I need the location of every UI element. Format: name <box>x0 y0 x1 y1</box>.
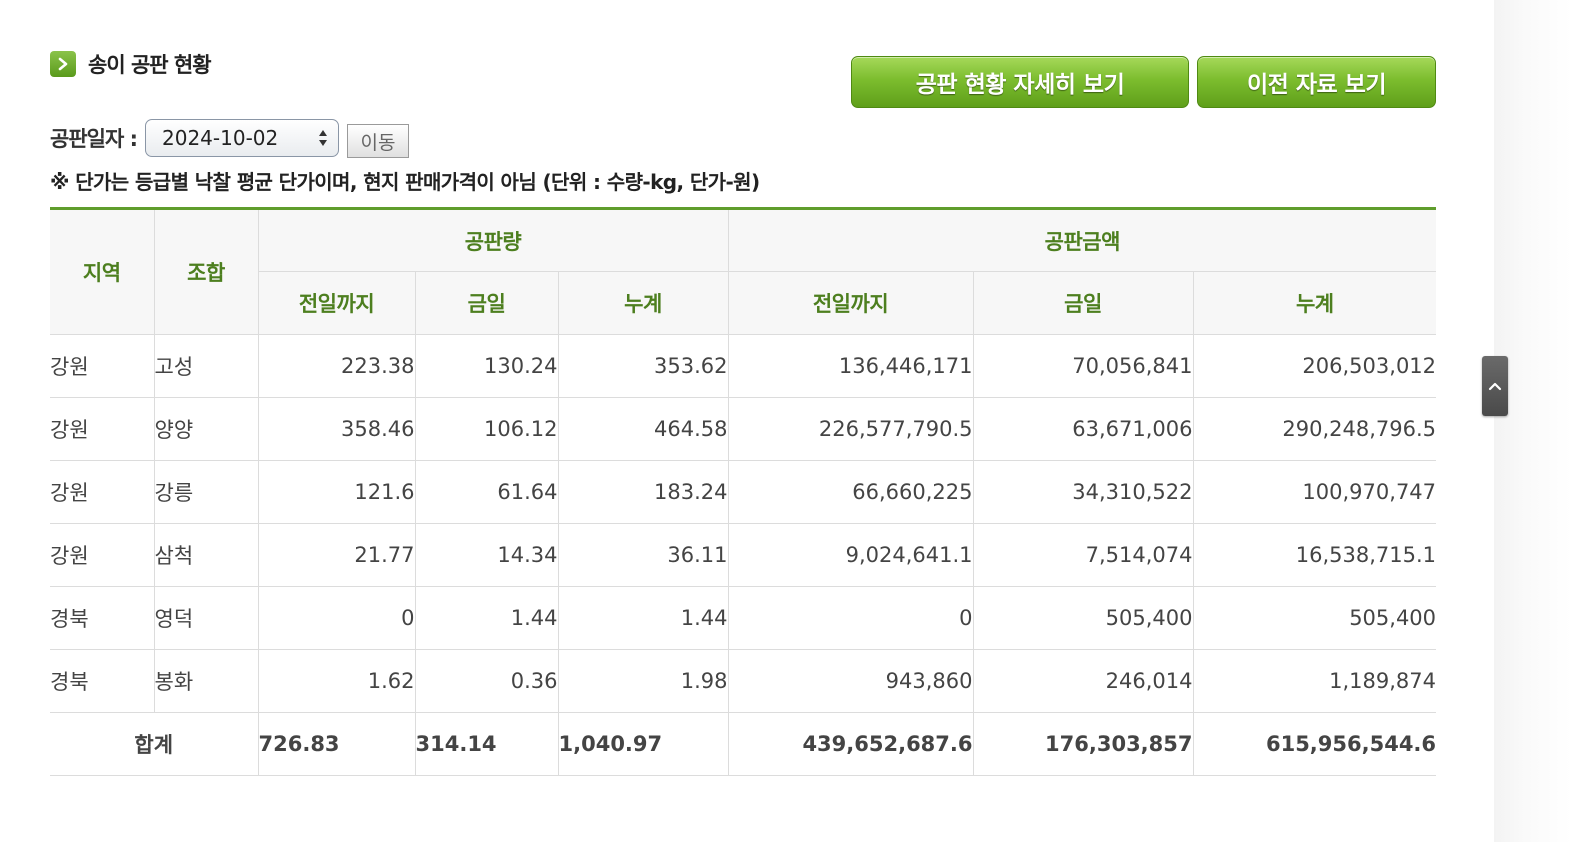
cell-volume-today: 130.24 <box>415 334 559 398</box>
col-header-amount-cum: 누계 <box>1193 271 1437 335</box>
cell-region: 경북 <box>50 649 155 713</box>
total-label: 합계 <box>50 712 259 776</box>
cell-amount-prev: 9,024,641.1 <box>728 523 974 587</box>
table-row: 강원 양양 358.46 106.12 464.58 226,577,790.5… <box>50 397 1437 461</box>
cell-region: 강원 <box>50 523 155 587</box>
cell-union: 영덕 <box>154 586 259 650</box>
auction-table: 지역 조합 공판량 공판금액 전일까지 금일 누계 전일까지 금일 누계 강원 … <box>50 207 1437 776</box>
cell-volume-cum: 183.24 <box>558 460 729 524</box>
cell-volume-prev: 21.77 <box>258 523 416 587</box>
cell-union: 양양 <box>154 397 259 461</box>
table-row: 강원 삼척 21.77 14.34 36.11 9,024,641.1 7,51… <box>50 523 1437 587</box>
date-select-value: 2024-10-02 <box>162 126 279 150</box>
cell-volume-today: 106.12 <box>415 397 559 461</box>
cell-amount-today: 505,400 <box>973 586 1194 650</box>
cell-amount-prev: 136,446,171 <box>728 334 974 398</box>
cell-volume-cum: 1.98 <box>558 649 729 713</box>
total-volume-prev: 726.83 <box>258 712 416 776</box>
table-row: 강원 고성 223.38 130.24 353.62 136,446,171 7… <box>50 334 1437 398</box>
cell-region: 강원 <box>50 334 155 398</box>
cell-amount-prev: 66,660,225 <box>728 460 974 524</box>
col-header-amount: 공판금액 <box>728 208 1437 272</box>
cell-amount-today: 7,514,074 <box>973 523 1194 587</box>
cell-volume-cum: 1.44 <box>558 586 729 650</box>
cell-amount-cum: 100,970,747 <box>1193 460 1437 524</box>
cell-amount-prev: 0 <box>728 586 974 650</box>
page-gutter <box>1494 0 1572 842</box>
cell-union: 삼척 <box>154 523 259 587</box>
cell-volume-prev: 358.46 <box>258 397 416 461</box>
date-filter: 공판일자 : 2024-10-02 이동 <box>50 118 409 158</box>
section-title: 송이 공판 현황 <box>50 50 212 78</box>
unit-note: ※ 단가는 등급별 낙찰 평균 단가이며, 현지 판매가격이 아님 (단위 : … <box>50 170 760 194</box>
cell-amount-today: 34,310,522 <box>973 460 1194 524</box>
cell-volume-today: 14.34 <box>415 523 559 587</box>
table-row: 강원 강릉 121.6 61.64 183.24 66,660,225 34,3… <box>50 460 1437 524</box>
col-header-volume-cum: 누계 <box>558 271 729 335</box>
col-header-volume-today: 금일 <box>415 271 559 335</box>
total-amount-prev: 439,652,687.6 <box>728 712 974 776</box>
cell-volume-cum: 353.62 <box>558 334 729 398</box>
cell-amount-cum: 290,248,796.5 <box>1193 397 1437 461</box>
total-volume-today: 314.14 <box>415 712 559 776</box>
total-row: 합계 726.83 314.14 1,040.97 439,652,687.6 … <box>50 712 1437 776</box>
cell-volume-today: 1.44 <box>415 586 559 650</box>
chevron-up-icon <box>1488 382 1502 391</box>
cell-amount-today: 246,014 <box>973 649 1194 713</box>
move-button[interactable]: 이동 <box>347 124 409 158</box>
table-row: 경북 봉화 1.62 0.36 1.98 943,860 246,014 1,1… <box>50 649 1437 713</box>
cell-volume-prev: 121.6 <box>258 460 416 524</box>
cell-union: 봉화 <box>154 649 259 713</box>
cell-region: 강원 <box>50 397 155 461</box>
cell-volume-today: 61.64 <box>415 460 559 524</box>
cell-union: 고성 <box>154 334 259 398</box>
cell-union: 강릉 <box>154 460 259 524</box>
cell-amount-cum: 1,189,874 <box>1193 649 1437 713</box>
cell-volume-cum: 464.58 <box>558 397 729 461</box>
total-volume-cum: 1,040.97 <box>558 712 729 776</box>
cell-volume-prev: 0 <box>258 586 416 650</box>
cell-amount-today: 70,056,841 <box>973 334 1194 398</box>
cell-amount-cum: 505,400 <box>1193 586 1437 650</box>
col-header-volume-prev: 전일까지 <box>258 271 416 335</box>
cell-amount-prev: 226,577,790.5 <box>728 397 974 461</box>
page-title: 송이 공판 현황 <box>88 53 212 77</box>
select-arrows-icon <box>319 130 327 146</box>
view-detail-button[interactable]: 공판 현황 자세히 보기 <box>851 56 1189 108</box>
view-previous-button[interactable]: 이전 자료 보기 <box>1197 56 1436 108</box>
scroll-top-button[interactable] <box>1482 356 1508 416</box>
cell-region: 강원 <box>50 460 155 524</box>
cell-region: 경북 <box>50 586 155 650</box>
cell-volume-prev: 1.62 <box>258 649 416 713</box>
total-amount-cum: 615,956,544.6 <box>1193 712 1437 776</box>
cell-amount-today: 63,671,006 <box>973 397 1194 461</box>
chevron-right-icon <box>50 51 76 77</box>
date-select[interactable]: 2024-10-02 <box>145 119 339 157</box>
table-row: 경북 영덕 0 1.44 1.44 0 505,400 505,400 <box>50 586 1437 650</box>
col-header-amount-today: 금일 <box>973 271 1194 335</box>
cell-amount-prev: 943,860 <box>728 649 974 713</box>
col-header-amount-prev: 전일까지 <box>728 271 974 335</box>
col-header-volume: 공판량 <box>258 208 729 272</box>
total-amount-today: 176,303,857 <box>973 712 1194 776</box>
cell-volume-prev: 223.38 <box>258 334 416 398</box>
cell-volume-today: 0.36 <box>415 649 559 713</box>
cell-amount-cum: 206,503,012 <box>1193 334 1437 398</box>
date-label: 공판일자 : <box>50 127 138 151</box>
cell-amount-cum: 16,538,715.1 <box>1193 523 1437 587</box>
cell-volume-cum: 36.11 <box>558 523 729 587</box>
col-header-region: 지역 <box>50 208 155 335</box>
col-header-union: 조합 <box>154 208 259 335</box>
